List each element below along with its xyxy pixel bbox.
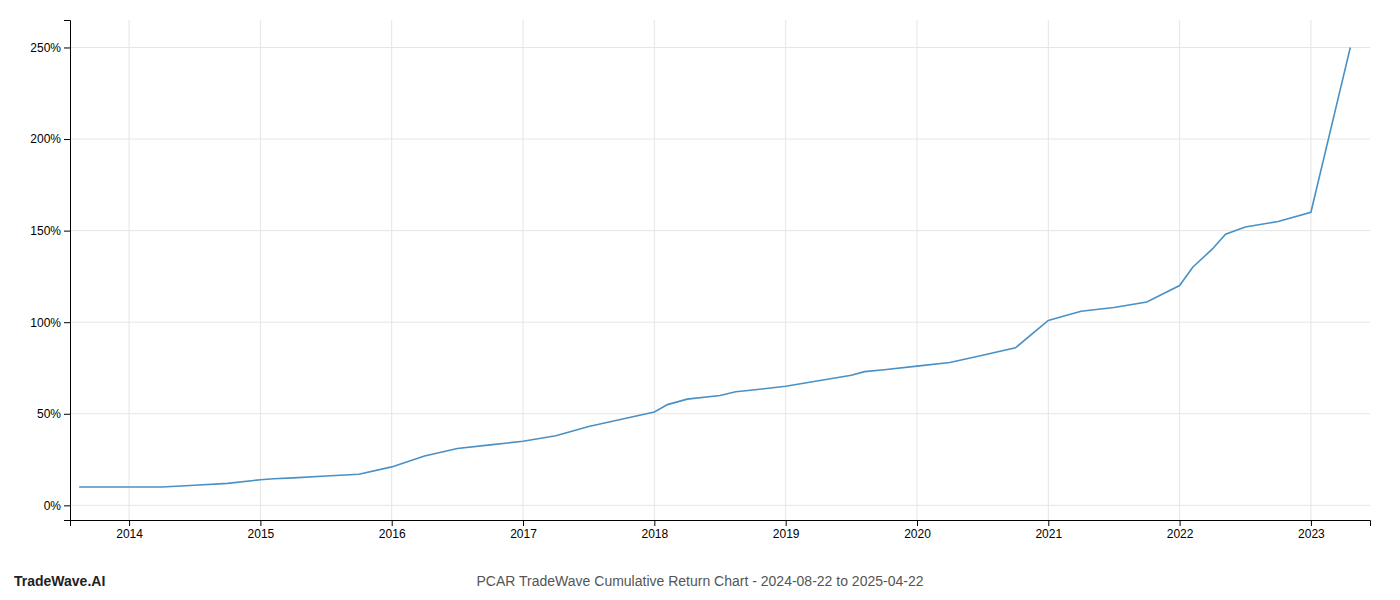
x-tick: 2016 xyxy=(379,520,406,541)
grid-line-x xyxy=(1179,20,1180,520)
x-tick: 2020 xyxy=(904,520,931,541)
y-tick-label: 150% xyxy=(30,224,61,238)
grid-line-x xyxy=(129,20,130,520)
grid-line-y xyxy=(70,230,1370,231)
x-tick-label: 2016 xyxy=(379,527,406,541)
x-tick-label: 2019 xyxy=(773,527,800,541)
x-tick: 2014 xyxy=(116,520,143,541)
grid-line-y xyxy=(70,47,1370,48)
x-tick-mark xyxy=(1048,520,1049,526)
x-tick: 2019 xyxy=(773,520,800,541)
x-tick: 2021 xyxy=(1035,520,1062,541)
y-tick-label: 50% xyxy=(37,407,61,421)
y-tick: 0% xyxy=(44,499,70,513)
x-tick-mark xyxy=(1311,520,1312,526)
x-axis-line xyxy=(71,521,1371,527)
x-tick-mark xyxy=(917,520,918,526)
x-tick: 2018 xyxy=(641,520,668,541)
y-tick-label: 0% xyxy=(44,499,62,513)
x-tick: 2023 xyxy=(1298,520,1325,541)
y-tick-label: 100% xyxy=(30,316,61,330)
title: PCAR TradeWave Cumulative Return Chart -… xyxy=(477,573,924,589)
grid-line-x xyxy=(654,20,655,520)
x-tick-label: 2018 xyxy=(641,527,668,541)
x-tick-mark xyxy=(129,520,130,526)
x-tick-mark xyxy=(654,520,655,526)
x-tick-mark xyxy=(523,520,524,526)
y-axis-line xyxy=(64,21,71,521)
x-axis: 2014 2015 2016 2017 2018 2019 2020 2021 2022 2023 xyxy=(71,520,1371,541)
watermark: TradeWave.AI xyxy=(14,573,105,589)
y-tick-mark xyxy=(64,322,70,323)
x-tick-mark xyxy=(260,520,261,526)
line xyxy=(79,47,1350,487)
x-tick-label: 2022 xyxy=(1167,527,1194,541)
grid-line-x xyxy=(785,20,786,520)
x-tick-label: 2014 xyxy=(116,527,143,541)
grid-line-x xyxy=(391,20,392,520)
x-tick-mark xyxy=(786,520,787,526)
x-tick-label: 2017 xyxy=(510,527,537,541)
chart: 2014 2015 2016 2017 2018 2019 2020 2021 2022 2023… xyxy=(0,0,1400,600)
x-tick: 2017 xyxy=(510,520,537,541)
grid-line-y xyxy=(70,505,1370,506)
y-tick-mark xyxy=(64,505,70,506)
grid-line-x xyxy=(1310,20,1311,520)
grid-line-x xyxy=(916,20,917,520)
y-tick: 50% xyxy=(37,407,70,421)
y-tick: 100% xyxy=(30,316,70,330)
x-tick: 2015 xyxy=(248,520,275,541)
grid-line-x xyxy=(1048,20,1049,520)
y-tick-label: 250% xyxy=(30,41,61,55)
y-tick: 150% xyxy=(30,224,70,238)
x-tick: 2022 xyxy=(1167,520,1194,541)
x-tick-mark xyxy=(392,520,393,526)
grid-line-x xyxy=(260,20,261,520)
grid xyxy=(70,20,1370,520)
y-tick-mark xyxy=(64,139,70,140)
x-tick-label: 2020 xyxy=(904,527,931,541)
x-tick-label: 2015 xyxy=(248,527,275,541)
y-tick-mark xyxy=(64,231,70,232)
y-tick: 250% xyxy=(30,41,70,55)
grid-line-y xyxy=(70,139,1370,140)
x-tick-label: 2023 xyxy=(1298,527,1325,541)
y-tick-mark xyxy=(64,47,70,48)
y-tick-label: 200% xyxy=(30,132,61,146)
plot-area xyxy=(79,47,1350,487)
grid-line-y xyxy=(70,322,1370,323)
grid-line-y xyxy=(70,413,1370,414)
x-tick-mark xyxy=(1180,520,1181,526)
grid-line-x xyxy=(523,20,524,520)
y-tick: 200% xyxy=(30,132,70,146)
x-tick-label: 2021 xyxy=(1035,527,1062,541)
y-axis: 0% 50% 100% 150% 200% 250% xyxy=(30,21,70,521)
y-tick-mark xyxy=(64,414,70,415)
